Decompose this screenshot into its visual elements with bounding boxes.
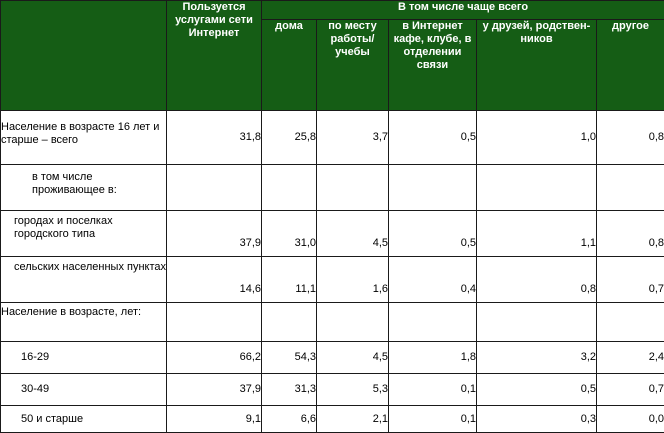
cell-cafe: 1,8 — [389, 342, 477, 374]
cell-home: 11,1 — [262, 257, 317, 303]
cell-friends — [477, 303, 597, 342]
header-at-home: дома — [262, 20, 317, 111]
header-of-which-most-often: В том числе чаще всего — [262, 1, 664, 20]
cell-users: 9,1 — [167, 406, 262, 433]
cell-cafe: 0,5 — [389, 111, 477, 165]
cell-users — [167, 165, 262, 211]
cell-cafe: 0,1 — [389, 374, 477, 406]
cell-work: 5,3 — [317, 374, 389, 406]
cell-cafe: 0,4 — [389, 257, 477, 303]
cell-cafe — [389, 165, 477, 211]
row-label: 50 и старше — [1, 406, 167, 433]
row-label: сельских населенных пунктах — [1, 257, 167, 303]
cell-other — [597, 303, 664, 342]
cell-home: 6,6 — [262, 406, 317, 433]
table-row: 30-49 37,9 31,3 5,3 0,1 0,5 0,7 — [1, 374, 664, 406]
row-label: городах и поселках городского типа — [1, 211, 167, 257]
header-other: другое — [597, 20, 664, 111]
cell-work: 2,1 — [317, 406, 389, 433]
header-internet-cafe: в Интернет кафе, клубе, в отделении связ… — [389, 20, 477, 111]
cell-users: 14,6 — [167, 257, 262, 303]
cell-other: 0,7 — [597, 257, 664, 303]
cell-work — [317, 303, 389, 342]
table-row: Население в возрасте, лет: — [1, 303, 664, 342]
row-label: в том числе проживающее в: — [1, 165, 167, 211]
cell-work: 4,5 — [317, 211, 389, 257]
cell-work: 4,5 — [317, 342, 389, 374]
cell-other: 0,0 — [597, 406, 664, 433]
table-row: сельских населенных пунктах 14,6 11,1 1,… — [1, 257, 664, 303]
cell-home — [262, 303, 317, 342]
table-row: Население в возрасте 16 лет и старше – в… — [1, 111, 664, 165]
row-label: 30-49 — [1, 374, 167, 406]
cell-users: 31,8 — [167, 111, 262, 165]
cell-home: 31,0 — [262, 211, 317, 257]
cell-work — [317, 165, 389, 211]
cell-friends: 1,0 — [477, 111, 597, 165]
cell-friends: 0,3 — [477, 406, 597, 433]
row-label: 16-29 — [1, 342, 167, 374]
cell-other: 0,8 — [597, 211, 664, 257]
table-row: 50 и старше 9,1 6,6 2,1 0,1 0,3 0,0 — [1, 406, 664, 433]
cell-friends: 3,2 — [477, 342, 597, 374]
cell-other — [597, 165, 664, 211]
table-row: в том числе проживающее в: — [1, 165, 664, 211]
cell-home: 25,8 — [262, 111, 317, 165]
row-label: Население в возрасте 16 лет и старше – в… — [1, 111, 167, 165]
cell-users: 37,9 — [167, 211, 262, 257]
cell-other: 0,7 — [597, 374, 664, 406]
table-row: городах и поселках городского типа 37,9 … — [1, 211, 664, 257]
cell-users: 37,9 — [167, 374, 262, 406]
cell-users: 66,2 — [167, 342, 262, 374]
header-at-work-study: по месту работы/ учебы — [317, 20, 389, 111]
cell-friends: 1,1 — [477, 211, 597, 257]
cell-other: 0,8 — [597, 111, 664, 165]
header-at-friends-relatives: у друзей, родствен-ников — [477, 20, 597, 111]
header-internet-users: Пользуется услугами сети Интернет — [167, 1, 262, 111]
cell-home: 31,3 — [262, 374, 317, 406]
cell-work: 3,7 — [317, 111, 389, 165]
cell-cafe: 0,5 — [389, 211, 477, 257]
row-label: Население в возрасте, лет: — [1, 303, 167, 342]
cell-users — [167, 303, 262, 342]
cell-other: 2,4 — [597, 342, 664, 374]
cell-friends — [477, 165, 597, 211]
table-row: 16-29 66,2 54,3 4,5 1,8 3,2 2,4 — [1, 342, 664, 374]
cell-work: 1,6 — [317, 257, 389, 303]
header-blank-cell — [1, 1, 167, 111]
cell-cafe — [389, 303, 477, 342]
cell-friends: 0,8 — [477, 257, 597, 303]
cell-home: 54,3 — [262, 342, 317, 374]
cell-home — [262, 165, 317, 211]
cell-friends: 0,5 — [477, 374, 597, 406]
cell-cafe: 0,1 — [389, 406, 477, 433]
